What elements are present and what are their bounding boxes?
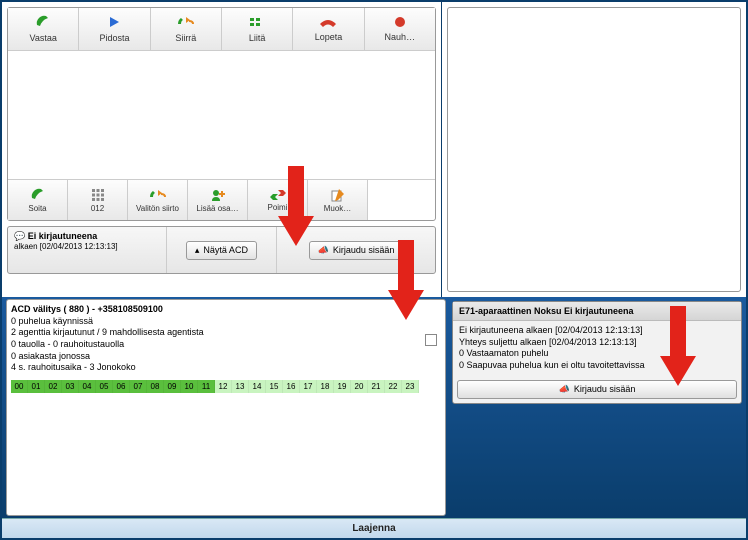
- toolbar-pidosta-button[interactable]: Pidosta: [79, 8, 150, 50]
- hour-20: 20: [351, 380, 368, 393]
- toolbar2-lis-osa--button[interactable]: Lisää osa…: [188, 180, 248, 220]
- device-login-label: Kirjaudu sisään: [574, 384, 636, 394]
- transfer-icon: [149, 188, 167, 204]
- btn-label: Nauh…: [385, 32, 416, 42]
- call-panel: Vastaa Pidosta Siirrä Liitä Lopeta Nauh… Soit…: [7, 7, 436, 221]
- phone-icon: [30, 188, 46, 204]
- record-icon: [394, 16, 406, 30]
- hangup-icon: [319, 16, 337, 30]
- transfer-icon: [177, 15, 195, 31]
- hour-19: 19: [334, 380, 351, 393]
- hour-07: 07: [130, 380, 147, 393]
- hour-10: 10: [181, 380, 198, 393]
- btn-label: Valitön siirto: [136, 204, 179, 213]
- device-title: E71-aparaattinen Noksu Ei kirjautuneena: [453, 302, 741, 321]
- toolbar-nauh…-button[interactable]: Nauh…: [365, 8, 435, 50]
- phone-icon: [35, 15, 51, 31]
- arrow-3: [660, 306, 696, 386]
- acd-line3: 2 agenttia kirjautunut / 9 mahdollisesta…: [11, 327, 441, 339]
- hour-08: 08: [147, 380, 164, 393]
- btn-label: Siirrä: [175, 33, 196, 43]
- hour-01: 01: [28, 380, 45, 393]
- toolbar-liitä-button[interactable]: Liitä: [222, 8, 293, 50]
- btn-label: Soita: [28, 204, 46, 213]
- hour-09: 09: [164, 380, 181, 393]
- login-label: Kirjaudu sisään: [333, 245, 395, 255]
- footer-expand[interactable]: Laajenna: [2, 518, 746, 538]
- btn-label: Lisää osa…: [196, 204, 238, 213]
- hour-14: 14: [249, 380, 266, 393]
- btn-label: Vastaa: [29, 33, 56, 43]
- status-title: Ei kirjautuneena: [28, 231, 98, 241]
- play-icon: [107, 15, 121, 31]
- group-icon: [248, 15, 266, 31]
- acd-line5: 0 asiakasta jonossa: [11, 351, 441, 363]
- toolbar2-valit-n-siirto-button[interactable]: Valitön siirto: [128, 180, 188, 220]
- footer-label: Laajenna: [352, 523, 395, 534]
- toolbar-siirrä-button[interactable]: Siirrä: [151, 8, 222, 50]
- hour-17: 17: [300, 380, 317, 393]
- acd-panel: ACD välitys ( 880 ) - +358108509100 0 pu…: [6, 299, 446, 516]
- btn-label: Lopeta: [315, 32, 343, 42]
- status-text: 💬 Ei kirjautuneena alkaen [02/04/2013 12…: [8, 227, 167, 273]
- arrow-2: [388, 240, 424, 320]
- toolbar2-soita-button[interactable]: Soita: [8, 180, 68, 220]
- status-icon: 💬: [14, 231, 28, 241]
- show-acd-label: Näytä ACD: [203, 245, 248, 255]
- hour-15: 15: [266, 380, 283, 393]
- toolbar-vastaa-button[interactable]: Vastaa: [8, 8, 79, 50]
- hour-04: 04: [79, 380, 96, 393]
- add-icon: [210, 188, 226, 204]
- right-top-panel: [447, 7, 741, 292]
- hour-11: 11: [198, 380, 215, 393]
- login-icon: 📣: [559, 384, 570, 395]
- hour-23: 23: [402, 380, 419, 393]
- call-toolbar-bottom: Soita012Valitön siirtoLisää osa…PoimiMuo…: [8, 179, 435, 220]
- btn-label: Liitä: [249, 33, 266, 43]
- hour-03: 03: [62, 380, 79, 393]
- acd-checkbox[interactable]: [425, 334, 437, 346]
- status-bar: 💬 Ei kirjautuneena alkaen [02/04/2013 12…: [7, 226, 436, 274]
- acd-line1: ACD välitys ( 880 ) - +358108509100: [11, 304, 163, 314]
- edit-icon: [331, 188, 345, 204]
- toolbar2-muok--button[interactable]: Muok…: [308, 180, 368, 220]
- btn-label: 012: [91, 204, 104, 213]
- hour-02: 02: [45, 380, 62, 393]
- hour-06: 06: [113, 380, 130, 393]
- login-icon: 📣: [318, 245, 329, 256]
- arrow-1: [278, 166, 314, 246]
- acd-line6: 4 s. rauhoitusaika - 3 Jonokoko: [11, 362, 441, 374]
- keypad-icon: [91, 188, 105, 204]
- hour-05: 05: [96, 380, 113, 393]
- acd-line4: 0 tauolla - 0 rauhoitustauolla: [11, 339, 441, 351]
- btn-label: Muok…: [324, 204, 352, 213]
- device-panel: E71-aparaattinen Noksu Ei kirjautuneena …: [452, 301, 742, 404]
- hour-22: 22: [385, 380, 402, 393]
- hour-18: 18: [317, 380, 334, 393]
- acd-line2: 0 puhelua käynnissä: [11, 316, 441, 328]
- status-since: alkaen [02/04/2013 12:13:13]: [14, 242, 160, 251]
- hour-00: 00: [11, 380, 28, 393]
- hour-21: 21: [368, 380, 385, 393]
- up-icon: ▴: [195, 245, 200, 256]
- hour-16: 16: [283, 380, 300, 393]
- hour-13: 13: [232, 380, 249, 393]
- call-body: [8, 51, 435, 179]
- call-toolbar-top: Vastaa Pidosta Siirrä Liitä Lopeta Nauh…: [8, 8, 435, 51]
- show-acd-button[interactable]: ▴ Näytä ACD: [186, 241, 257, 260]
- btn-label: Pidosta: [99, 33, 129, 43]
- toolbar-lopeta-button[interactable]: Lopeta: [293, 8, 364, 50]
- toolbar2-012-button[interactable]: 012: [68, 180, 128, 220]
- hour-12: 12: [215, 380, 232, 393]
- hour-bar: 0001020304050607080910111213141516171819…: [11, 380, 441, 393]
- device-body: Ei kirjautuneena alkaen [02/04/2013 12:1…: [453, 321, 741, 376]
